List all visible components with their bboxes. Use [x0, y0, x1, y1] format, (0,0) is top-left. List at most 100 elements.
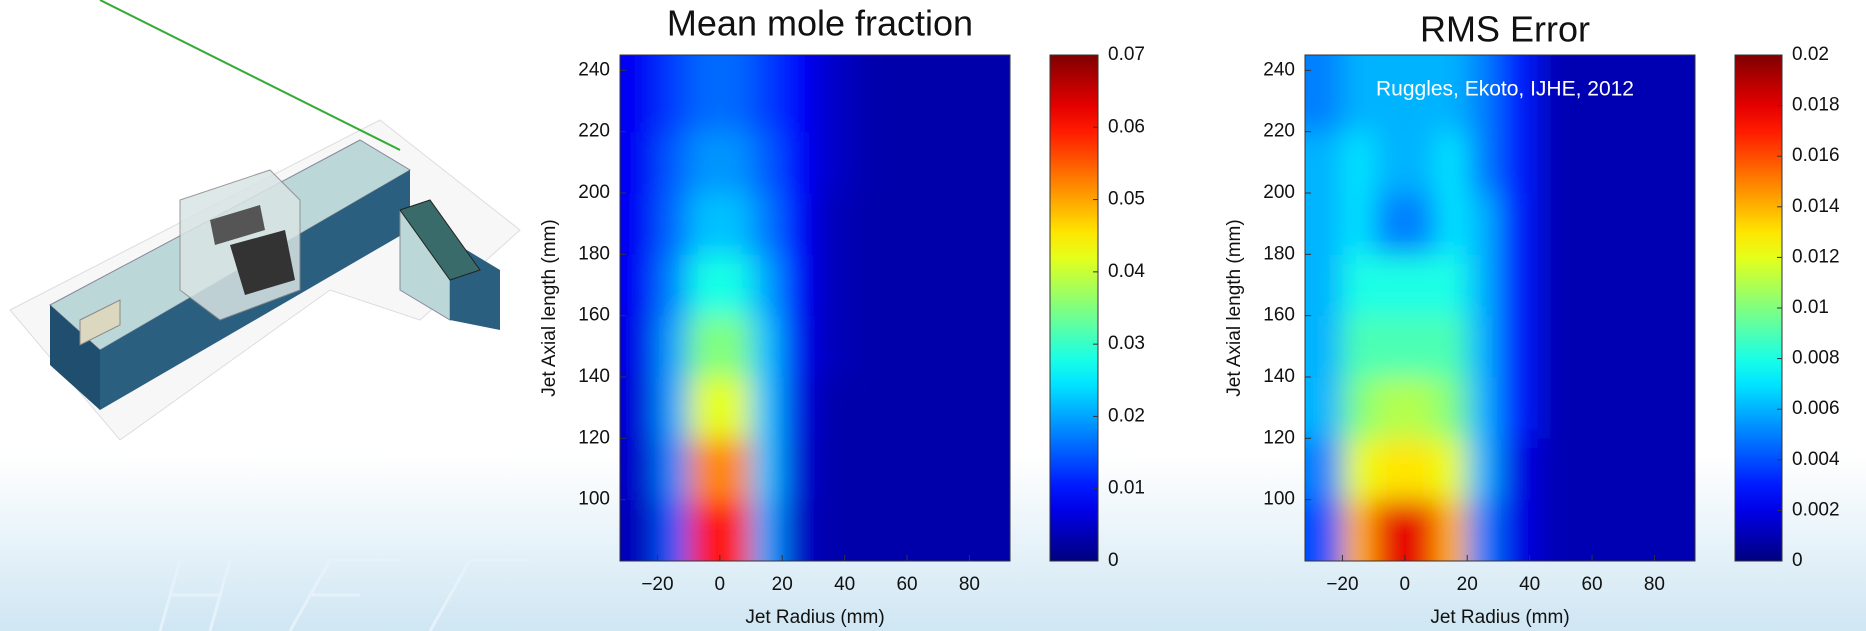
heatmap-cell	[1342, 131, 1375, 194]
heatmap-cell	[1305, 377, 1343, 439]
y-tick-label: 160	[1263, 305, 1295, 326]
heatmap-cell	[1342, 193, 1375, 255]
x-tick-label: 40	[1519, 574, 1540, 595]
heatmap-cell	[1537, 254, 1593, 317]
heatmap-cell	[620, 438, 658, 501]
heatmap-cell	[1373, 315, 1406, 378]
heatmap-cell	[688, 438, 721, 501]
heatmap-cell	[907, 438, 970, 501]
x-tick-label: 60	[896, 574, 917, 595]
colorbar-tick-label: 0.02	[1792, 44, 1829, 65]
heatmap-cell	[813, 499, 853, 561]
heatmap-cell	[907, 254, 970, 317]
x-tick-label: 0	[715, 574, 726, 595]
heatmap-cell	[751, 377, 783, 439]
x-axis-label: Jet Radius (mm)	[1430, 607, 1569, 628]
heatmap-cell	[1654, 438, 1695, 501]
y-tick-label: 140	[1263, 366, 1295, 387]
heatmap-cell	[688, 377, 721, 439]
heatmap-cell	[719, 131, 752, 194]
heatmap-cell	[1404, 131, 1437, 194]
heatmap-cell	[719, 438, 752, 501]
x-axis-label: Jet Radius (mm)	[745, 607, 884, 628]
heatmap-cell	[813, 377, 853, 439]
apparatus-illustration	[9, 0, 521, 441]
heatmap-cell	[1404, 55, 1437, 133]
heatmap-cell	[751, 193, 783, 255]
y-tick-label: 160	[578, 305, 610, 326]
y-tick-label: 120	[1263, 427, 1295, 448]
heatmap-cell	[719, 377, 752, 439]
heatmap-cell	[1592, 131, 1655, 194]
heatmap-cell	[1592, 254, 1655, 317]
heatmap-cell	[657, 193, 690, 255]
heatmap-cell	[1467, 315, 1499, 378]
heatmap-cell	[620, 499, 658, 561]
heatmap-cell	[751, 254, 783, 317]
heatmap-cell	[751, 438, 783, 501]
heatmap-cell	[1373, 131, 1406, 194]
colorbar-tick-label: 0.03	[1108, 333, 1145, 354]
heatmap-cell	[782, 55, 814, 133]
colorbar-tick-label: 0	[1792, 550, 1803, 571]
heatmap-cell	[813, 55, 853, 133]
x-tick-label: 80	[959, 574, 980, 595]
heatmap-cell	[907, 315, 970, 378]
y-axis-label: Jet Axial length (mm)	[1224, 219, 1245, 396]
heatmap-cell	[782, 438, 814, 501]
heatmap-cell	[1305, 55, 1343, 133]
heatmap-cell	[1305, 131, 1343, 194]
heatmap-cell	[1373, 438, 1406, 501]
colorbar-tick-label: 0	[1108, 550, 1119, 571]
y-tick-label: 100	[1263, 489, 1295, 510]
heatmap-cell	[719, 499, 752, 561]
heatmap-cell	[907, 55, 970, 133]
heatmap-cell	[1467, 438, 1499, 501]
heatmap-cell	[1436, 254, 1468, 317]
heatmap-cell	[1436, 377, 1468, 439]
heatmap-cell	[1467, 254, 1499, 317]
heatmap-cell	[688, 131, 721, 194]
heatmap-cell	[969, 315, 1010, 378]
heatmap-cell	[1342, 55, 1375, 133]
heatmap-cell	[852, 55, 908, 133]
y-tick-label: 240	[1263, 59, 1295, 80]
heatmap-cell	[782, 193, 814, 255]
heatmap-cell	[1537, 193, 1593, 255]
y-tick-label: 180	[1263, 243, 1295, 264]
y-tick-label: 240	[578, 59, 610, 80]
heatmap-cell	[1305, 254, 1343, 317]
heatmap-cell	[1592, 315, 1655, 378]
heatmap-cell	[620, 315, 658, 378]
heatmap-cell	[657, 131, 690, 194]
heatmap-cell	[1436, 438, 1468, 501]
heatmap-cell	[852, 499, 908, 561]
heatmap-cell	[1373, 499, 1406, 561]
heatmap-cell	[813, 438, 853, 501]
heatmap-cell	[1498, 193, 1538, 255]
heatmap-cell	[1498, 499, 1538, 561]
heatmap-cell	[1467, 377, 1499, 439]
colorbar-tick-label: 0.016	[1792, 145, 1840, 166]
plot-frame	[619, 54, 1011, 562]
y-tick-label: 100	[578, 489, 610, 510]
heatmap-cell	[969, 377, 1010, 439]
heatmap-cell	[1592, 499, 1655, 561]
x-tick-label: 60	[1581, 574, 1602, 595]
heatmap-cell	[1404, 315, 1437, 378]
heatmap-cell	[813, 131, 853, 194]
heatmap-cell	[907, 131, 970, 194]
chart-title: RMS Error	[1420, 9, 1590, 50]
heatmap-cell	[782, 254, 814, 317]
x-tick-label: 40	[834, 574, 855, 595]
heatmap-cell	[813, 315, 853, 378]
colorbar-tick-label: 0.012	[1792, 246, 1840, 267]
heatmap-cell	[1537, 131, 1593, 194]
heatmap-cell	[1305, 193, 1343, 255]
chart-title: Mean mole fraction	[667, 3, 973, 44]
heatmap-field	[1305, 55, 1695, 561]
heatmap-cell	[1436, 131, 1468, 194]
heatmap-cell	[1436, 315, 1468, 378]
heatmap-cell	[657, 438, 690, 501]
heatmap-cell	[1467, 55, 1499, 133]
